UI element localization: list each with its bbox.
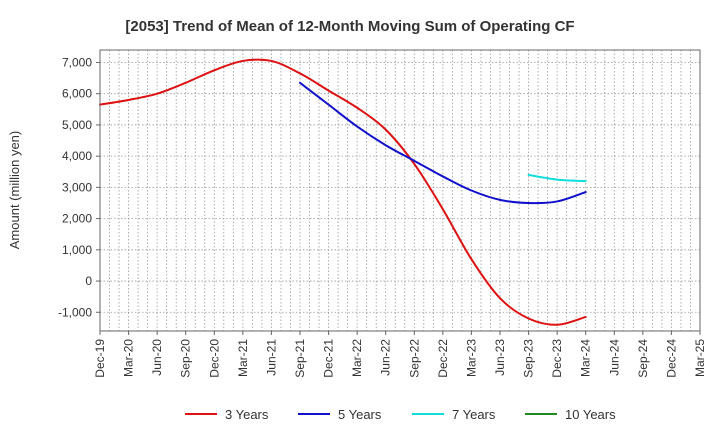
- x-tick-label: Mar-22: [350, 339, 364, 377]
- chart-title: [2053] Trend of Mean of 12-Month Moving …: [125, 18, 574, 35]
- y-tick-label: 3,000: [62, 180, 92, 194]
- x-tick-label: Jun-24: [607, 339, 621, 376]
- x-tick-label: Sep-21: [293, 339, 307, 378]
- y-tick-label: 7,000: [62, 55, 92, 69]
- legend-label-10-years: 10 Years: [565, 407, 616, 422]
- x-tick-label: Mar-24: [579, 339, 593, 377]
- x-tick-label: Sep-20: [179, 339, 193, 378]
- y-tick-label: 2,000: [62, 212, 92, 226]
- x-tick-label: Mar-20: [122, 339, 136, 377]
- x-tick-label: Mar-25: [693, 339, 707, 377]
- x-tick-label: Dec-19: [93, 339, 107, 378]
- x-ticks: Dec-19 Mar-20 Jun-20 Sep-20 Dec-20 Mar-21 Jun-…: [93, 331, 707, 378]
- series-line-3-years: [99, 58, 587, 326]
- y-ticks: -1,000 0 1,000 2,000 3,000 4,000 5,000 6,000 7,0…: [58, 55, 100, 319]
- x-tick-label: Mar-23: [464, 339, 478, 377]
- y-tick-label: 1,000: [62, 243, 92, 257]
- x-tick-label: Dec-22: [436, 339, 450, 378]
- x-tick-label: Jun-21: [264, 339, 278, 376]
- x-tick-label: Jun-23: [493, 339, 507, 376]
- x-tick-label: Jun-22: [379, 339, 393, 376]
- x-tick-label: Dec-23: [550, 339, 564, 378]
- y-axis-label: Amount (million yen): [7, 131, 22, 250]
- y-tick-label: 6,000: [62, 87, 92, 101]
- legend: 3 Years 5 Years 7 Years 10 Years: [185, 407, 616, 422]
- x-tick-label: Dec-24: [664, 339, 678, 378]
- y-tick-label: 5,000: [62, 118, 92, 132]
- x-tick-label: Sep-23: [522, 339, 536, 378]
- legend-label-7-years: 7 Years: [452, 407, 496, 422]
- legend-label-3-years: 3 Years: [225, 407, 269, 422]
- grid: [100, 50, 700, 331]
- y-tick-label: -1,000: [58, 305, 92, 319]
- x-tick-label: Dec-21: [322, 339, 336, 378]
- series-layer: [99, 58, 587, 326]
- x-tick-label: Dec-20: [207, 339, 221, 378]
- x-tick-label: Jun-20: [150, 339, 164, 376]
- x-tick-label: Sep-22: [407, 339, 421, 378]
- legend-label-5-years: 5 Years: [338, 407, 382, 422]
- x-tick-label: Mar-21: [236, 339, 250, 377]
- plot-border: [99, 49, 701, 332]
- series-line-7-years: [527, 173, 587, 183]
- series-line-5-years: [299, 81, 587, 205]
- x-tick-label: Sep-24: [636, 339, 650, 378]
- y-tick-label: 4,000: [62, 149, 92, 163]
- y-tick-label: 0: [85, 274, 92, 288]
